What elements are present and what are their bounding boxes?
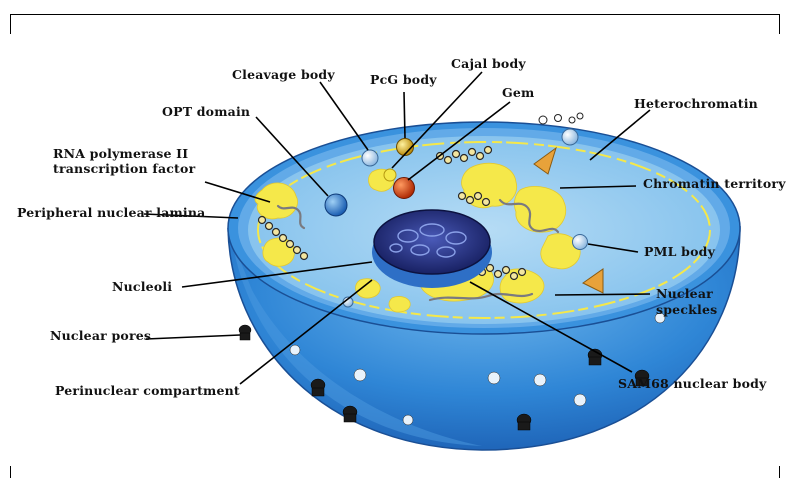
speckle-cone <box>582 268 604 294</box>
label-pml-body: PML body <box>644 244 716 259</box>
frame-left-tick <box>10 14 11 34</box>
cleavage-body-ball <box>361 149 379 167</box>
cajal-body-ball <box>383 168 397 182</box>
label-rna-polymerase-line1: RNA polymerase II <box>53 146 189 161</box>
opt-domain-body <box>324 193 348 217</box>
frame-right-bottom-tick <box>779 466 780 478</box>
pml-body-ball <box>572 234 588 250</box>
gem-ball <box>393 177 415 199</box>
label-gem: Gem <box>502 85 535 100</box>
nucleolus-fibrillar-centers <box>389 223 467 258</box>
label-heterochromatin: Heterochromatin <box>634 96 758 111</box>
frame-left-bottom-tick <box>10 466 11 478</box>
hemisphere-shading <box>232 240 482 446</box>
transcription-beads <box>257 145 527 281</box>
label-cajal-body: Cajal body <box>451 56 526 71</box>
label-pcg-body: PcG body <box>370 72 437 87</box>
nucleolus <box>373 209 491 275</box>
small-outer-beads <box>538 112 584 125</box>
label-peripheral-lamina: Peripheral nuclear lamina <box>17 205 206 220</box>
heterochromatin-cone <box>533 146 557 175</box>
chromatin-fibers <box>276 198 560 302</box>
label-cleavage-body: Cleavage body <box>232 67 335 82</box>
label-nuclear-speckles-line2: speckles <box>656 302 718 317</box>
label-nuclear-pores: Nuclear pores <box>50 328 152 343</box>
peripheral-lamina-line <box>257 141 711 319</box>
label-sam68-body: SAM68 nuclear body <box>618 376 767 391</box>
frame-right-tick <box>779 14 780 34</box>
label-nucleoli: Nucleoli <box>112 279 173 294</box>
label-perinuclear-compartment: Perinuclear compartment <box>55 383 240 398</box>
label-nuclear-speckles-line1: Nuclear <box>656 286 713 301</box>
heterochromatin-ball <box>561 128 579 146</box>
leader-lines <box>143 71 651 385</box>
pcg-body-ball <box>396 138 414 156</box>
label-chromatin-territory: Chromatin territory <box>643 176 786 191</box>
label-rna-polymerase-line2: transcription factor <box>53 161 196 176</box>
frame-top-line <box>10 14 780 15</box>
label-opt-domain: OPT domain <box>162 104 251 119</box>
nuclear-pores <box>238 312 666 431</box>
